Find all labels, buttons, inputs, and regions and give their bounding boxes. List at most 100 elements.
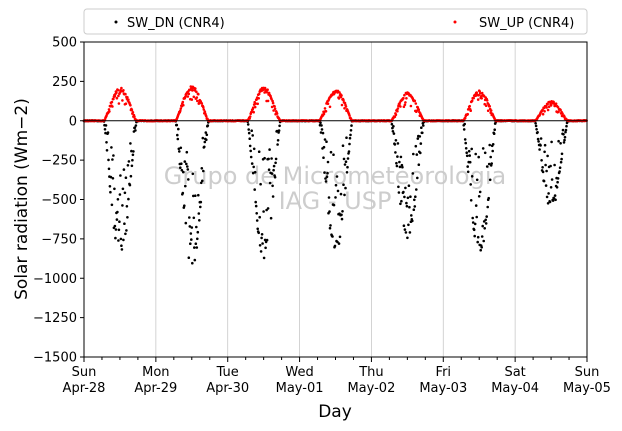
point-sw-dn bbox=[547, 192, 550, 195]
point-sw-dn bbox=[408, 205, 411, 209]
point-sw-dn bbox=[480, 235, 484, 238]
point-sw-up bbox=[546, 103, 549, 106]
point-sw-dn bbox=[190, 238, 193, 241]
point-sw-up bbox=[112, 97, 115, 101]
point-sw-dn bbox=[559, 160, 563, 164]
point-sw-dn bbox=[344, 160, 348, 163]
point-sw-up bbox=[130, 108, 134, 112]
point-sw-dn bbox=[319, 131, 323, 134]
point-sw-up bbox=[256, 102, 260, 106]
point-sw-dn bbox=[341, 144, 345, 147]
point-sw-dn bbox=[482, 239, 486, 243]
point-sw-dn bbox=[115, 218, 119, 221]
point-sw-dn bbox=[124, 176, 128, 179]
point-sw-up bbox=[561, 112, 564, 115]
point-sw-dn bbox=[539, 144, 542, 147]
point-sw-dn bbox=[251, 134, 254, 137]
point-sw-dn bbox=[553, 194, 557, 197]
point-sw-up bbox=[126, 96, 129, 99]
point-sw-dn bbox=[481, 147, 485, 150]
point-sw-dn bbox=[489, 155, 493, 159]
point-sw-dn bbox=[254, 200, 257, 204]
point-sw-up bbox=[477, 94, 481, 97]
point-sw-dn bbox=[203, 140, 207, 144]
point-sw-dn bbox=[268, 148, 271, 151]
point-sw-dn bbox=[476, 240, 480, 244]
x-axis-label: Day bbox=[318, 402, 352, 422]
point-sw-dn bbox=[464, 147, 468, 150]
point-sw-dn bbox=[257, 231, 261, 235]
point-sw-dn bbox=[406, 196, 410, 200]
point-sw-dn bbox=[487, 196, 491, 200]
point-sw-dn bbox=[322, 145, 326, 149]
point-sw-dn bbox=[248, 144, 252, 148]
point-sw-dn bbox=[249, 149, 252, 153]
point-sw-dn bbox=[466, 165, 470, 168]
point-sw-up bbox=[275, 112, 279, 115]
point-sw-dn bbox=[415, 153, 419, 156]
point-sw-dn bbox=[197, 193, 200, 197]
point-sw-up bbox=[468, 104, 472, 108]
point-sw-up bbox=[265, 91, 269, 94]
y-tick-label: 500 bbox=[52, 36, 77, 51]
point-sw-dn bbox=[107, 167, 111, 171]
x-tick-label-day: Thu bbox=[358, 365, 383, 380]
legend-marker-sw-dn bbox=[114, 20, 118, 24]
point-sw-dn bbox=[413, 205, 417, 208]
point-sw-dn bbox=[414, 144, 418, 148]
point-sw-dn bbox=[255, 212, 258, 215]
point-sw-dn bbox=[472, 228, 476, 232]
point-sw-dn bbox=[541, 170, 545, 174]
point-sw-dn bbox=[116, 210, 119, 214]
point-sw-up bbox=[486, 109, 490, 112]
point-sw-dn bbox=[176, 137, 180, 141]
point-sw-up bbox=[113, 94, 117, 98]
point-sw-dn bbox=[123, 191, 127, 195]
point-sw-up bbox=[202, 108, 206, 111]
x-tick-label-day: Wed bbox=[285, 365, 313, 380]
point-sw-dn bbox=[485, 165, 489, 168]
point-sw-up bbox=[343, 107, 346, 110]
point-sw-dn bbox=[395, 161, 398, 165]
point-sw-dn bbox=[132, 150, 135, 153]
legend-label-sw-up: SW_UP (CNR4) bbox=[479, 16, 574, 31]
point-sw-dn bbox=[114, 228, 118, 231]
point-sw-dn bbox=[477, 155, 481, 159]
point-sw-dn bbox=[396, 155, 399, 158]
point-sw-dn bbox=[123, 222, 126, 225]
point-sw-up bbox=[111, 105, 114, 108]
point-sw-dn bbox=[349, 133, 352, 137]
point-sw-up bbox=[478, 90, 482, 93]
point-sw-up bbox=[328, 105, 332, 109]
point-sw-up bbox=[194, 87, 197, 90]
point-sw-dn bbox=[350, 124, 353, 127]
point-sw-dn bbox=[466, 170, 470, 174]
point-sw-up bbox=[549, 104, 553, 107]
point-sw-dn bbox=[422, 124, 425, 127]
point-sw-dn bbox=[403, 228, 407, 231]
point-sw-dn bbox=[343, 163, 347, 166]
point-sw-dn bbox=[419, 151, 422, 155]
point-sw-dn bbox=[346, 157, 350, 160]
point-sw-dn bbox=[119, 174, 122, 177]
point-sw-dn bbox=[545, 195, 549, 199]
point-sw-dn bbox=[488, 143, 492, 147]
point-sw-dn bbox=[133, 126, 137, 129]
point-sw-dn bbox=[560, 152, 564, 156]
point-sw-up bbox=[399, 105, 402, 108]
point-sw-up bbox=[190, 98, 194, 101]
point-sw-dn bbox=[197, 212, 201, 215]
point-sw-dn bbox=[205, 133, 209, 137]
point-sw-dn bbox=[189, 232, 193, 235]
point-sw-dn bbox=[253, 170, 257, 174]
point-sw-dn bbox=[487, 162, 491, 166]
point-sw-dn bbox=[103, 128, 107, 131]
point-sw-up bbox=[480, 91, 484, 95]
point-sw-dn bbox=[326, 171, 329, 175]
x-tick-label-date: May-03 bbox=[419, 381, 467, 396]
point-sw-dn bbox=[549, 186, 553, 189]
point-sw-dn bbox=[111, 177, 115, 180]
point-sw-dn bbox=[548, 200, 552, 204]
point-sw-up bbox=[405, 97, 408, 100]
point-sw-up bbox=[472, 96, 476, 100]
